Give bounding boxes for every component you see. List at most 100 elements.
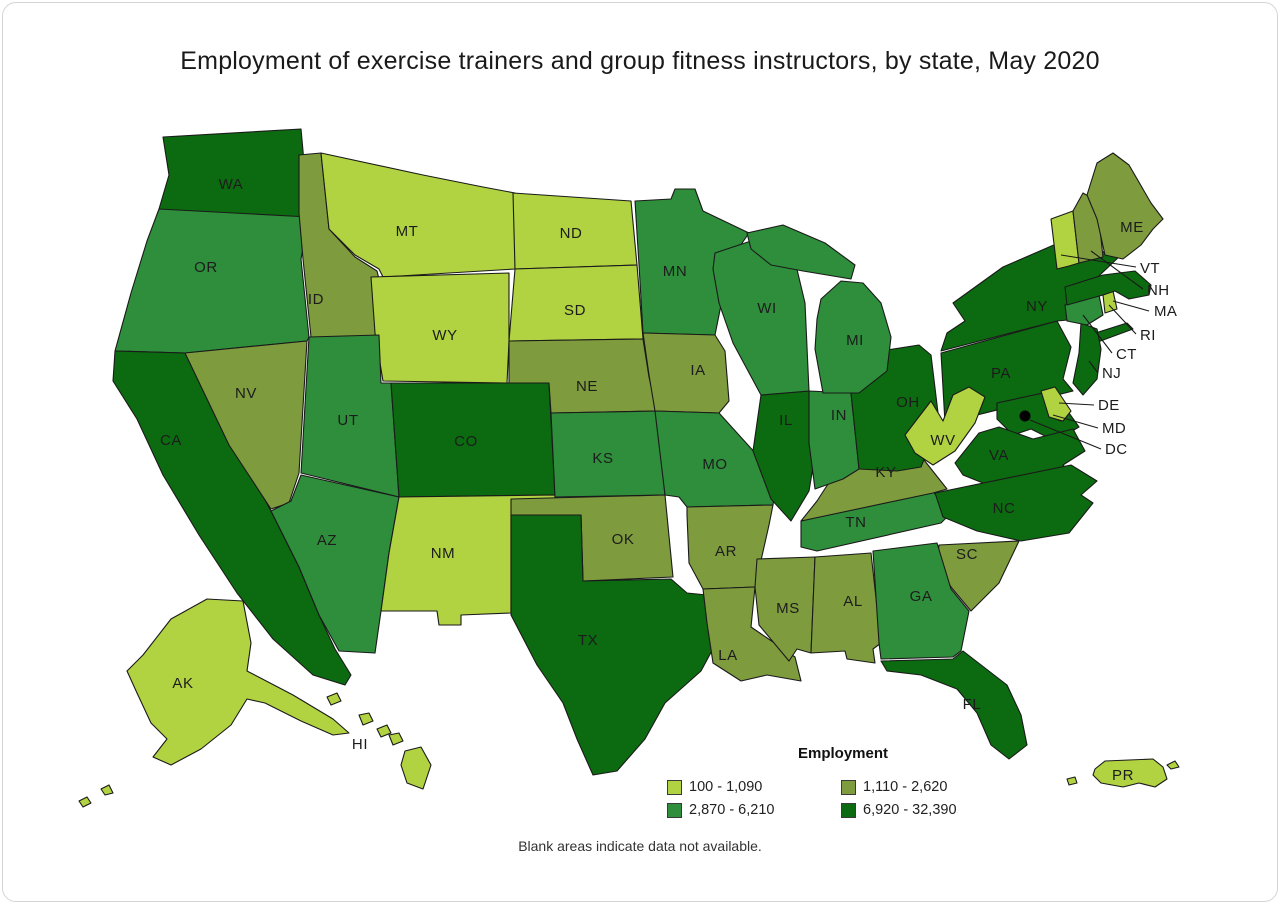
state-label-ky: KY [875,464,896,481]
state-label-va: VA [989,447,1009,464]
state-label-nv: NV [235,385,257,402]
state-label-ak: AK [172,675,193,692]
legend-label-3: 6,920 - 32,390 [863,802,957,818]
legend: Employment 100 - 1,090 1,110 - 2,620 2,870… [667,745,1019,818]
legend-grid: 100 - 1,090 1,110 - 2,620 2,870 - 6,210 6,9… [667,779,1019,818]
leader-line-dc [1029,419,1102,450]
state-label-nm: NM [431,545,456,562]
legend-label-0: 100 - 1,090 [689,779,763,795]
state-nj[interactable] [1072,322,1102,396]
state-mi[interactable] [814,280,892,394]
legend-item-3: 6,920 - 32,390 [841,802,1019,818]
state-ms[interactable] [754,556,816,662]
state-tx[interactable] [510,514,722,776]
legend-label-1: 1,110 - 2,620 [863,779,948,795]
state-label-pr: PR [1112,767,1134,784]
state-label-md: MD [1102,420,1126,437]
state-la[interactable] [702,586,802,682]
state-label-wi: WI [757,300,777,317]
state-hi[interactable] [376,724,392,738]
state-mi[interactable] [746,224,856,280]
state-label-al: AL [843,593,863,610]
state-label-vt: VT [1140,260,1160,277]
legend-item-1: 1,110 - 2,620 [841,779,1019,795]
leader-line-de [1058,402,1095,406]
legend-label-2: 2,870 - 6,210 [689,802,775,818]
state-label-ks: KS [592,450,613,467]
state-vt[interactable] [1050,210,1080,270]
state-label-tx: TX [578,632,598,649]
state-al[interactable] [810,552,882,664]
leader-line-md [1052,414,1099,429]
state-label-ma: MA [1154,303,1177,320]
leader-line-ma [1112,300,1150,312]
state-label-ri: RI [1140,327,1156,344]
state-label-ga: GA [910,588,933,605]
state-ak[interactable] [100,784,114,796]
state-pr[interactable] [1092,758,1168,788]
state-label-ia: IA [690,362,705,379]
state-label-hi: HI [352,736,368,753]
state-label-de: DE [1098,397,1120,414]
state-label-ct: CT [1116,346,1137,363]
state-pr[interactable] [1166,760,1180,770]
state-hi[interactable] [358,712,374,726]
state-label-sd: SD [564,302,586,319]
legend-swatch-0 [667,779,682,795]
legend-swatch-2 [667,802,682,818]
state-label-wy: WY [432,327,457,344]
leader-line-vt [1060,254,1137,268]
state-hi[interactable] [400,746,432,790]
state-label-sc: SC [956,546,978,563]
leader-line-ri [1108,304,1137,335]
state-label-co: CO [454,433,478,450]
state-pr[interactable] [1066,776,1078,786]
state-label-or: OR [194,259,218,276]
state-fl[interactable] [880,650,1028,760]
state-label-ok: OK [612,531,635,548]
leader-line-nj [1088,360,1099,374]
state-label-me: ME [1120,219,1144,236]
dc-marker[interactable] [1019,410,1031,422]
state-label-la: LA [718,647,738,664]
state-label-mn: MN [663,263,688,280]
state-label-dc: DC [1105,441,1127,458]
state-label-ne: NE [576,378,598,395]
state-mt[interactable] [320,152,516,278]
state-label-az: AZ [317,532,337,549]
state-ak[interactable] [78,796,92,808]
state-label-oh: OH [896,394,920,411]
state-label-nj: NJ [1102,365,1121,382]
state-label-id: ID [308,291,324,308]
state-ga[interactable] [872,542,970,660]
state-label-mt: MT [396,223,419,240]
state-in[interactable] [808,390,860,490]
state-label-fl: FL [963,696,982,713]
legend-swatch-3 [841,802,856,818]
state-or[interactable] [114,208,310,354]
footnote: Blank areas indicate data not available. [518,838,762,854]
state-hi[interactable] [326,692,342,706]
state-hi[interactable] [388,732,404,746]
legend-item-2: 2,870 - 6,210 [667,802,841,818]
state-label-nh: NH [1147,282,1169,299]
state-ak[interactable] [126,598,350,766]
state-label-in: IN [831,407,847,424]
legend-swatch-1 [841,779,856,795]
state-label-wa: WA [219,176,244,193]
state-me[interactable] [1086,152,1164,260]
state-label-ut: UT [337,412,358,429]
chart-title: Employment of exercise trainers and grou… [180,47,1100,75]
state-label-ms: MS [776,600,800,617]
state-label-il: IL [779,412,793,429]
state-de[interactable] [1040,386,1072,422]
state-wv[interactable] [904,386,986,466]
state-ia[interactable] [642,332,730,414]
state-label-tn: TN [845,514,866,531]
state-label-ny: NY [1026,298,1048,315]
legend-title: Employment [797,745,888,762]
state-label-wv: WV [930,432,955,449]
state-nc[interactable] [934,464,1098,542]
leader-line-ct [1082,314,1113,354]
